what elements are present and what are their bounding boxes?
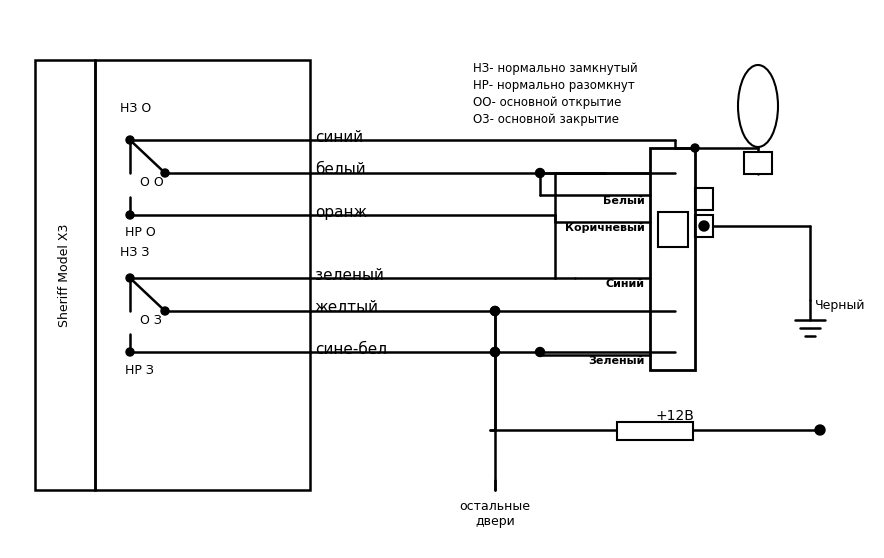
Circle shape <box>699 221 709 231</box>
Circle shape <box>126 348 134 356</box>
Text: О О: О О <box>140 176 164 190</box>
Text: Sheriff Model X3: Sheriff Model X3 <box>58 223 72 326</box>
Circle shape <box>815 425 825 435</box>
Text: желтый: желтый <box>315 301 379 315</box>
Bar <box>35 60 95 490</box>
Text: оранж: оранж <box>315 204 367 219</box>
Text: О3- основной закрытие: О3- основной закрытие <box>473 113 619 126</box>
Text: Зеленый: Зеленый <box>589 356 645 366</box>
Bar <box>695 215 713 237</box>
Text: ОО- основной открытие: ОО- основной открытие <box>473 96 621 109</box>
Text: Белый: Белый <box>603 196 645 206</box>
Text: синий: синий <box>315 129 363 145</box>
Bar <box>744 152 772 174</box>
Bar <box>617 422 693 440</box>
Text: сине-бел: сине-бел <box>315 341 387 357</box>
Text: НЗ З: НЗ З <box>120 246 149 258</box>
Bar <box>650 148 695 370</box>
Bar <box>658 212 688 247</box>
Text: Коричневый: Коричневый <box>565 223 645 233</box>
Text: Черный: Черный <box>815 299 865 311</box>
Circle shape <box>536 169 545 177</box>
Circle shape <box>491 306 499 315</box>
Ellipse shape <box>738 65 778 147</box>
Circle shape <box>126 211 134 219</box>
Circle shape <box>691 144 699 152</box>
Circle shape <box>126 136 134 144</box>
Text: НР О: НР О <box>125 227 156 239</box>
Text: НЗ О: НЗ О <box>120 102 151 114</box>
Circle shape <box>491 306 499 315</box>
Circle shape <box>161 307 169 315</box>
Bar <box>95 60 310 490</box>
Text: двери: двери <box>475 515 514 528</box>
Text: зеленый: зеленый <box>315 267 384 282</box>
Text: НР З: НР З <box>125 363 154 377</box>
Text: остальные: остальные <box>460 500 530 513</box>
Text: Синий: Синий <box>606 279 645 289</box>
Circle shape <box>491 348 499 357</box>
Text: +12В: +12В <box>656 409 695 423</box>
Bar <box>695 188 713 210</box>
Circle shape <box>536 348 545 357</box>
Text: НР- нормально разомкнут: НР- нормально разомкнут <box>473 79 635 92</box>
Text: НЗ- нормально замкнутый: НЗ- нормально замкнутый <box>473 62 637 75</box>
Circle shape <box>161 169 169 177</box>
Circle shape <box>126 274 134 282</box>
Text: белый: белый <box>315 162 366 177</box>
Text: О З: О З <box>140 315 162 328</box>
Circle shape <box>491 348 499 357</box>
